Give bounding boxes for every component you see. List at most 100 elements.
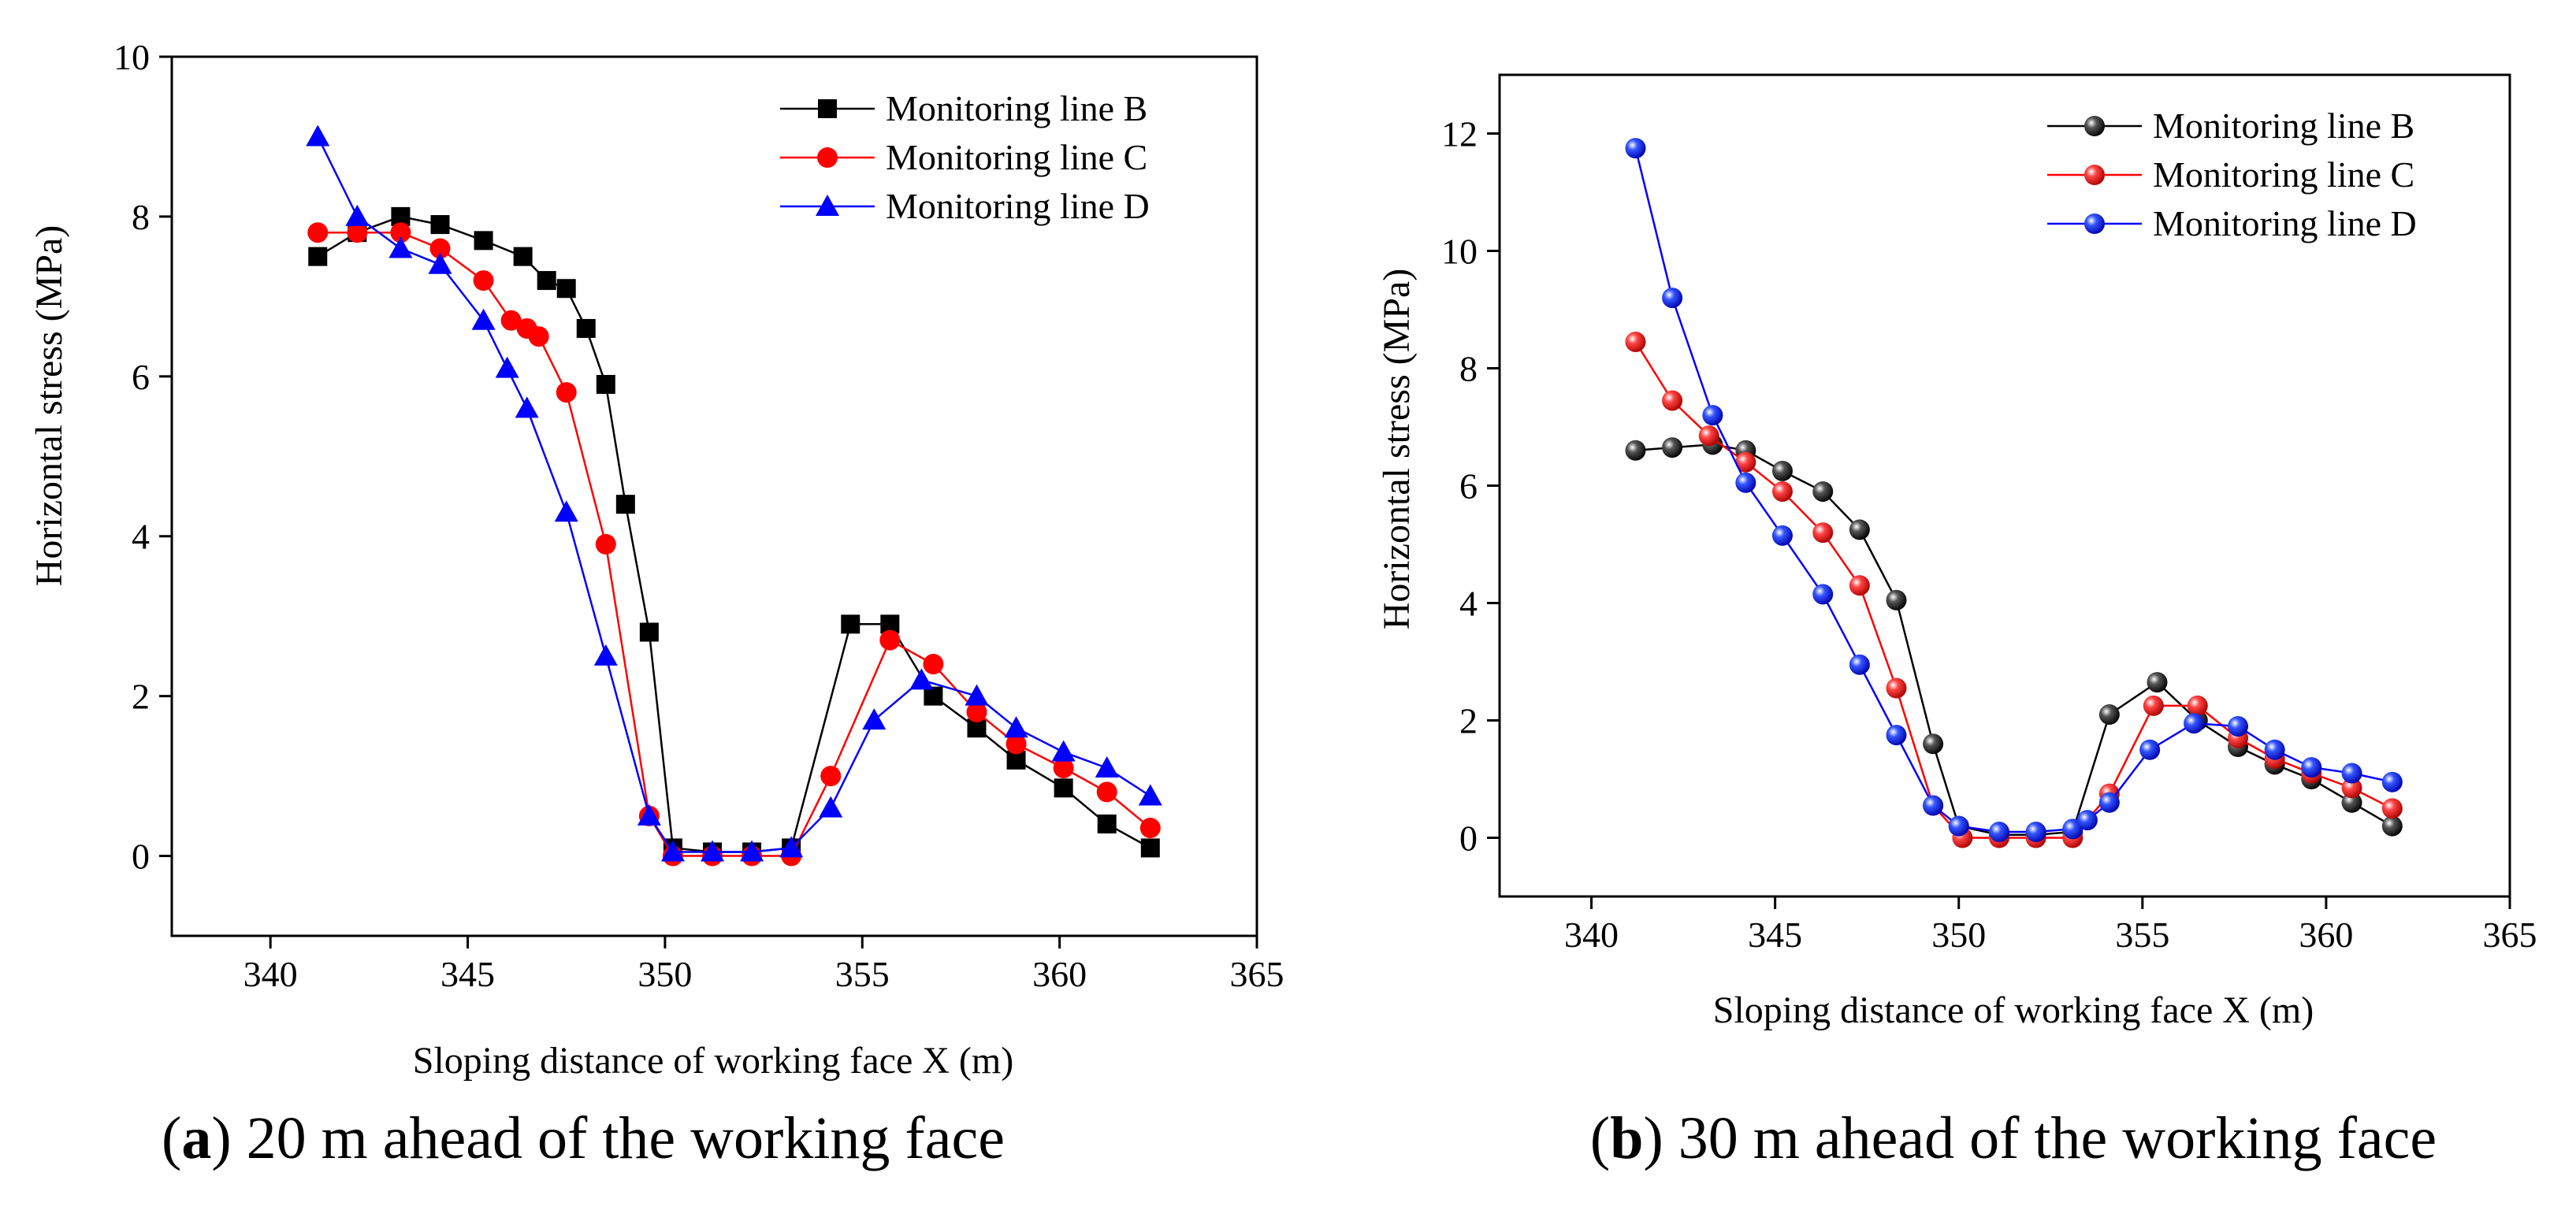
- chart-b-x-axis-title: Sloping distance of working face X (m): [1713, 989, 2314, 1031]
- chart-a-series-2-point: [495, 356, 519, 378]
- chart-a-series-0-point: [474, 231, 493, 251]
- chart-a-series-2-point: [388, 236, 413, 258]
- chart-b-series-2-point: [2025, 822, 2046, 843]
- chart-a-series-2-point: [1051, 740, 1076, 762]
- chart-b-legend-marker: [2084, 213, 2105, 234]
- chart-a-series-1-point: [390, 222, 411, 243]
- chart-a-series-2-point: [637, 804, 661, 826]
- chart-b-series-2: [1625, 138, 2403, 843]
- chart-a-series-0: [308, 206, 1160, 862]
- chart-b-y-tick-label: 6: [1459, 466, 1478, 507]
- chart-b-series-0-point: [1625, 440, 1646, 461]
- chart-b-legend-label: Monitoring line B: [2153, 106, 2414, 146]
- chart-b-legend-label: Monitoring line D: [2153, 203, 2417, 243]
- chart-b-series-2-point: [2062, 818, 2083, 840]
- chart-a-series-2-point: [471, 308, 496, 330]
- chart-a-series-0-point: [596, 374, 615, 394]
- chart-a-series-2-point: [554, 500, 578, 522]
- chart-a-legend-label: Monitoring line B: [886, 88, 1147, 128]
- chart-b-series-2-line: [1634, 147, 2393, 833]
- chart-b-legend-marker: [2084, 165, 2105, 185]
- chart-a-series-2-point: [862, 708, 887, 730]
- chart-b-series-1-point: [1698, 425, 1719, 447]
- chart-a-y-axis-title: Horizontal stress (MPa): [28, 225, 70, 587]
- chart-a-y-tick-label: 10: [113, 37, 150, 77]
- chart-b-series-0: [1625, 434, 2403, 845]
- chart-a-series-1-point: [820, 766, 842, 787]
- chart-b-x-tick-label: 345: [1748, 915, 1802, 955]
- chart-a-series-1-point: [307, 222, 329, 243]
- chart-a-series-2-point: [428, 252, 452, 274]
- chart-b-series-1-point: [1625, 331, 1646, 352]
- chart-b-series-0-point: [1812, 481, 1834, 502]
- chart-a-series-2-point: [1004, 716, 1028, 738]
- chart-b-series-1: [1625, 331, 2403, 848]
- chart-a-series-2-point: [1138, 784, 1162, 806]
- chart-a-legend-label: Monitoring line D: [886, 186, 1150, 226]
- chart-b-y-tick-label: 0: [1459, 818, 1478, 859]
- chart-b-series-1-point: [1735, 451, 1756, 473]
- chart-b-series-2-point: [2301, 757, 2322, 778]
- chart-b-x-tick-label: 350: [1931, 915, 1986, 955]
- chart-b-series-2-point: [1948, 815, 1969, 837]
- chart-a-series-2-point: [700, 840, 724, 862]
- chart-b-series-1-point: [1662, 390, 1683, 411]
- chart-b-series-0-point: [1662, 437, 1683, 458]
- chart-a-y-tick-label: 2: [132, 677, 150, 717]
- chart-a-series-1-point: [879, 629, 901, 651]
- chart-b-series-2-point: [1735, 472, 1756, 493]
- chart-b-x-tick-label: 365: [2483, 915, 2537, 955]
- chart-b-series-0-point: [1886, 589, 1907, 611]
- chart-a-series-2-point: [306, 124, 330, 147]
- chart-a-series-2-point: [965, 684, 989, 706]
- chart-b-series-0-point: [2147, 672, 2168, 693]
- chart-b-series-1-point: [2143, 695, 2164, 716]
- chart-a-series-2-point: [779, 836, 804, 858]
- chart-a-series-0-point: [1097, 814, 1117, 833]
- chart-b-caption: (b) 30 m ahead of the working face: [1590, 1105, 2437, 1171]
- chart-a-x-tick-label: 365: [1230, 954, 1284, 994]
- chart-a-caption: (a) 20 m ahead of the working face: [162, 1105, 1005, 1171]
- chart-a-x-tick-label: 360: [1032, 954, 1087, 994]
- chart-a-series-2-point: [740, 840, 764, 862]
- chart-a-y-tick-label: 8: [132, 197, 150, 237]
- chart-b-caption-letter: b: [1610, 1105, 1643, 1171]
- chart-b-series-1-point: [1812, 522, 1834, 544]
- chart-a-series-2-point: [909, 668, 934, 690]
- chart-b-series-1-point: [1886, 677, 1907, 699]
- chart-a-series-2-line: [317, 135, 1151, 853]
- chart-a-legend-marker: [816, 195, 839, 216]
- chart-a-x-tick-label: 355: [835, 954, 890, 994]
- chart-b-series-2-point: [1989, 822, 2010, 843]
- chart-a-x-tick-label: 345: [440, 954, 495, 994]
- chart-b-series-2-point: [2381, 771, 2403, 792]
- chart-a-series-0-point: [1140, 838, 1160, 858]
- chart-a-x-axis-title: Sloping distance of working face X (m): [413, 1040, 1013, 1082]
- chart-a-series-1-point: [923, 654, 944, 675]
- chart-b-series-2-point: [2139, 739, 2161, 760]
- chart-a-legend: Monitoring line B Monitoring line C Monito…: [780, 88, 1150, 226]
- chart-b-series-0-point: [2341, 792, 2362, 813]
- chart-a-series-1-point: [429, 238, 451, 259]
- chart-b-series-2-point: [1702, 405, 1723, 426]
- chart-a-y-tick-label: 6: [132, 357, 150, 397]
- chart-b-series-2-point: [1771, 525, 1793, 546]
- chart-a-series-0-point: [639, 622, 659, 642]
- chart-b-series-1-point: [1849, 575, 1870, 596]
- chart-a-series-1-point: [966, 701, 987, 722]
- chart-b-series-1-point: [2381, 798, 2403, 819]
- chart-a-series-1-point: [1096, 781, 1117, 803]
- chart-a-series-0-point: [924, 686, 943, 706]
- chart-a-series-1-point: [528, 326, 549, 347]
- chart-b-legend-label: Monitoring line C: [2153, 154, 2414, 195]
- chart-b-series-1-point: [2187, 695, 2208, 716]
- chart-a-y-tick-label: 4: [132, 517, 150, 557]
- chart-b-series-0-point: [2098, 704, 2120, 726]
- chart-b-series-2-point: [2098, 792, 2120, 813]
- chart-a-series-2-point: [660, 840, 685, 862]
- chart-a-x-tick-label: 350: [637, 954, 692, 994]
- chart-a-series-2-point: [593, 644, 618, 666]
- chart-b-x-tick-label: 360: [2299, 915, 2353, 955]
- chart-a-series-1-point: [556, 382, 577, 403]
- chart-a-series-1-point: [595, 533, 616, 555]
